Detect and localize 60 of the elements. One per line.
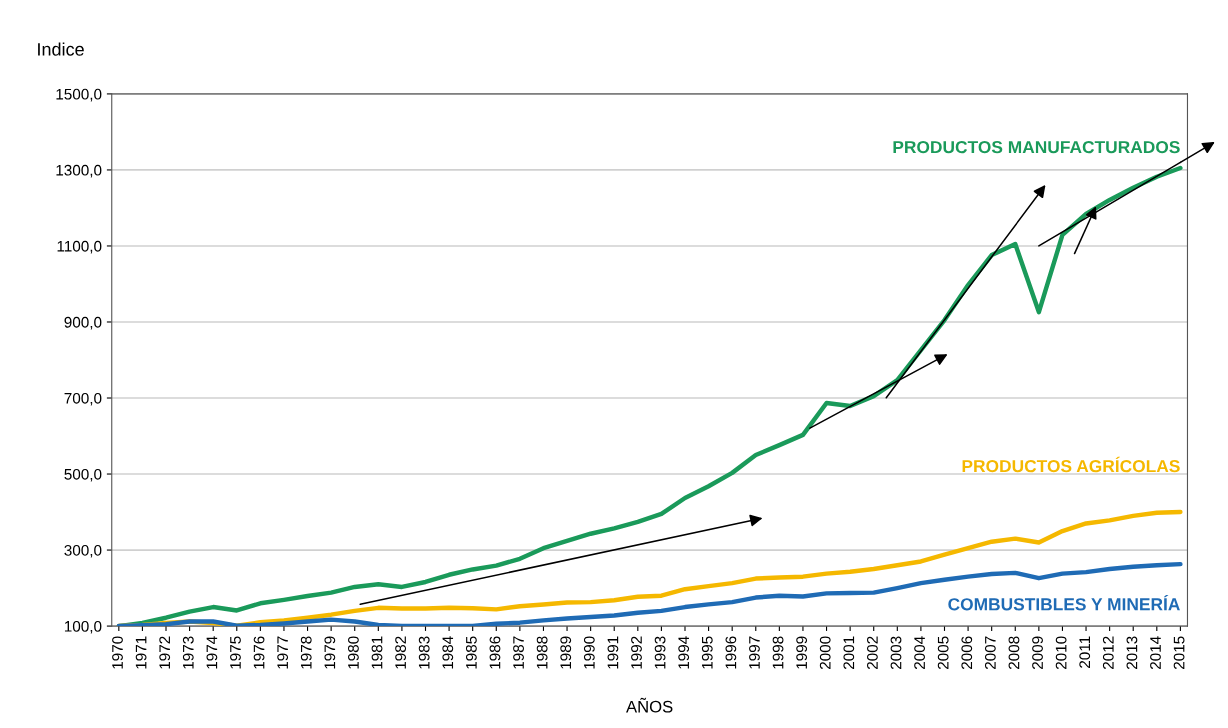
text: PRODUCTOS AGRÍCOLAS: [962, 456, 1180, 473]
x-tick-label: 1995: [701, 636, 713, 669]
x-tick-label: 1994: [678, 636, 690, 669]
x-tick-label: 1973: [182, 636, 194, 669]
x-tick-label: 1991: [607, 636, 619, 669]
x-tick-label: 2008: [1008, 636, 1020, 670]
line-series: [116, 561, 1183, 627]
series-label: COMBUSTIBLES Y MINERÍA: [948, 594, 1180, 611]
x-tick-label: 2005: [937, 636, 949, 670]
x-tick-label: 1997: [749, 636, 760, 669]
x-tick-label: 2015: [1173, 636, 1185, 670]
x-tick-label: 1988: [536, 636, 548, 669]
y-tick-label: 1100,0: [57, 240, 102, 254]
y-tick-label: 900,0: [64, 316, 102, 330]
x-tick-label: 2003: [890, 636, 902, 670]
y-tick-label: 100,0: [64, 620, 102, 634]
x-tick-label: 1987: [513, 636, 524, 669]
x-tick-label: 1979: [324, 636, 336, 669]
x-tick-label: 2002: [867, 636, 878, 670]
x-tick-label: 1990: [583, 636, 595, 669]
x-tick-label: 1974: [206, 636, 218, 669]
x-tick-label: 2012: [1102, 636, 1114, 670]
x-tick-label: 2001: [843, 636, 855, 670]
y-tick-label: 500,0: [64, 468, 102, 482]
x-tick-label: 1982: [395, 636, 407, 669]
x-tick-label: 1975: [230, 636, 241, 669]
x-tick-label: 1993: [654, 636, 666, 669]
x-tick-label: 1978: [300, 636, 312, 669]
x-tick-label: 1981: [371, 636, 383, 669]
x-tick-label: 2004: [914, 636, 925, 670]
x-axis-title: AÑOS: [626, 697, 673, 713]
x-tick-label: 1970: [112, 636, 123, 669]
x-tick-label: 2009: [1032, 636, 1043, 670]
x-tick-label: 1999: [796, 636, 808, 669]
x-tick-label: 1984: [442, 636, 454, 669]
x-tick-label: 1980: [348, 636, 359, 669]
x-tick-label: 1976: [253, 636, 265, 669]
x-tick-label: 1972: [159, 636, 171, 669]
x-tick-label: 2010: [1055, 636, 1067, 670]
y-tick-label: 1500,0: [56, 88, 102, 102]
y-tick-label: 1300,0: [56, 164, 102, 178]
y-tick-label: 300,0: [64, 544, 102, 558]
x-tick-label: 1992: [631, 636, 642, 669]
x-tick-label: 1996: [725, 636, 737, 669]
y-axis-title: Indice: [38, 42, 84, 56]
x-tick-label: 1986: [489, 636, 501, 669]
x-tick-label: 1989: [560, 636, 572, 669]
x-tick-label: 1998: [772, 636, 784, 669]
series-label: PRODUCTOS MANUFACTURADOS: [893, 140, 1180, 154]
x-tick-label: 2011: [1079, 636, 1091, 668]
x-tick-label: 2013: [1126, 636, 1138, 670]
x-tick-label: 1985: [465, 636, 477, 669]
x-tick-label: 2007: [984, 636, 996, 670]
x-tick-label: 1983: [418, 636, 430, 669]
x-tick-label: 1977: [277, 636, 289, 669]
x-tick-label: 2000: [819, 636, 831, 670]
y-tick-label: 700,0: [64, 392, 102, 406]
x-tick-label: 1971: [135, 636, 147, 669]
x-tick-label: 2014: [1150, 636, 1161, 670]
x-tick-label: 2006: [961, 636, 973, 670]
